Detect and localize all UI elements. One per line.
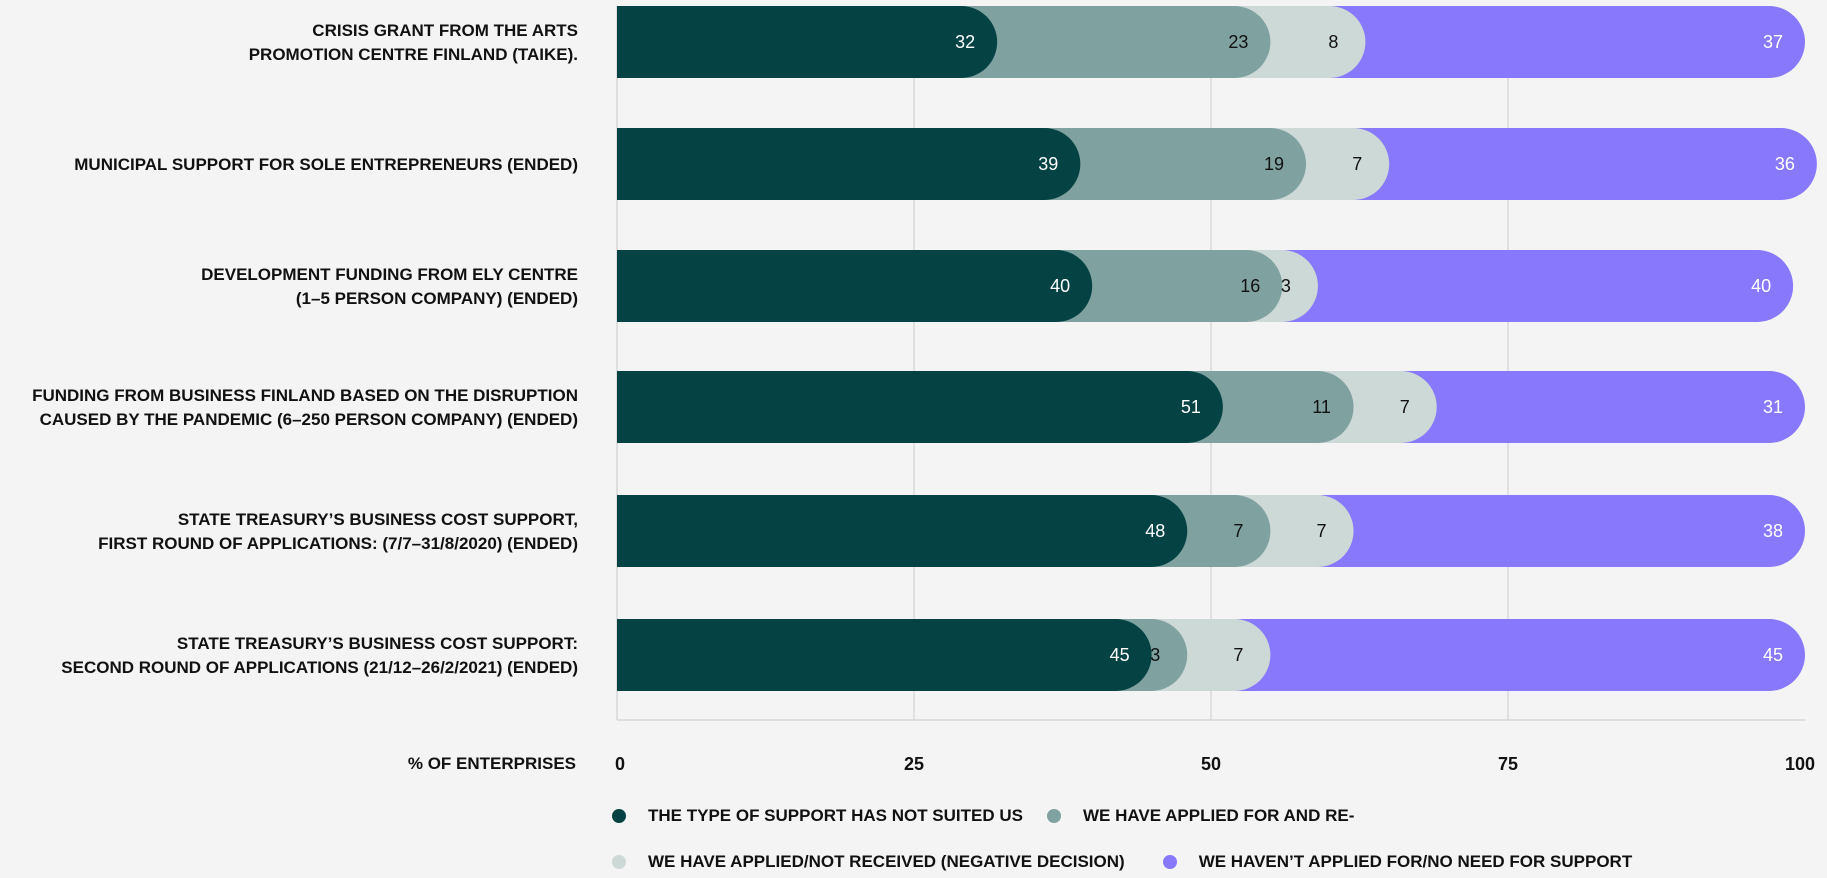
bar-segment xyxy=(617,371,1223,443)
legend-item: WE HAVE APPLIED/NOT RECEIVED (NEGATIVE D… xyxy=(612,852,1125,872)
bar-segment xyxy=(1234,619,1805,691)
data-label: 16 xyxy=(1240,276,1260,296)
data-label: 7 xyxy=(1400,397,1410,417)
data-label: 8 xyxy=(1328,32,1338,52)
data-label: 40 xyxy=(1751,276,1771,296)
legend-swatch xyxy=(1046,809,1061,823)
tick-label: 0 xyxy=(615,754,625,774)
legend-label: WE HAVE APPLIED FOR AND RE- xyxy=(1082,806,1355,825)
bar-segment xyxy=(617,619,1152,691)
legend: THE TYPE OF SUPPORT HAS NOT SUITED US WE … xyxy=(612,806,1812,872)
category-label: STATE TREASURY’S BUSINESS COST SUPPORT: S… xyxy=(61,634,578,677)
bar-segment xyxy=(1400,371,1805,443)
legend-label: WE HAVEN’T APPLIED FOR/NO NEED FOR SUPPO… xyxy=(1198,852,1633,871)
category-label: STATE TREASURY’S BUSINESS COST SUPPORT, F… xyxy=(98,510,578,553)
legend-item: WE HAVEN’T APPLIED FOR/NO NEED FOR SUPPO… xyxy=(1162,852,1633,872)
bar-segment xyxy=(1056,250,1283,322)
data-label: 45 xyxy=(1110,645,1130,665)
data-label: 39 xyxy=(1038,154,1058,174)
tick-label: 50 xyxy=(1201,754,1221,774)
legend-swatch xyxy=(612,855,626,869)
category-label: FUNDING FROM BUSINESS FINLAND BASED ON T… xyxy=(32,386,578,429)
data-label: 7 xyxy=(1352,154,1362,174)
bar-segment xyxy=(1317,495,1805,567)
legend-label: THE TYPE OF SUPPORT HAS NOT SUITED US xyxy=(648,806,1023,825)
tick-label: 75 xyxy=(1498,754,1518,774)
data-label: 3 xyxy=(1150,645,1160,665)
legend-label: WE HAVE APPLIED/NOT RECEIVED (NEGATIVE D… xyxy=(648,852,1125,871)
bar-segment xyxy=(617,495,1188,567)
data-label: 23 xyxy=(1228,32,1248,52)
bar-segment xyxy=(1186,371,1354,443)
tick-label: 25 xyxy=(904,754,924,774)
legend-swatch xyxy=(1162,855,1177,869)
data-label: 45 xyxy=(1763,645,1783,665)
data-label: 3 xyxy=(1281,276,1291,296)
tick-label: 100 xyxy=(1785,754,1815,774)
bar-group: 40 16 3 40 xyxy=(617,250,1794,322)
legend-item: WE HAVE APPLIED FOR AND RE- xyxy=(1046,806,1647,826)
data-label: 7 xyxy=(1233,521,1243,541)
bar-segment xyxy=(1329,6,1805,78)
category-label: CRISIS GRANT FROM THE ARTS PROMOTION CENT… xyxy=(249,21,578,64)
bar-group: 39 19 7 36 xyxy=(617,128,1817,200)
data-label: 51 xyxy=(1181,397,1201,417)
bar-segment xyxy=(1281,250,1794,322)
data-label: 7 xyxy=(1233,645,1243,665)
bar-group: 45 3 7 45 xyxy=(617,619,1805,691)
bar-segment xyxy=(1234,6,1366,78)
data-label: 32 xyxy=(955,32,975,52)
bar-group: 32 23 8 37 xyxy=(617,6,1805,78)
bar-group: 48 7 7 38 xyxy=(617,495,1805,567)
data-label: 38 xyxy=(1763,521,1783,541)
x-axis-title: % OF ENTERPRISES xyxy=(408,754,576,773)
category-label: DEVELOPMENT FUNDING FROM ELY CENTRE (1–5 … xyxy=(201,265,578,308)
legend-swatch xyxy=(612,809,626,823)
data-label: 36 xyxy=(1775,154,1795,174)
data-label: 11 xyxy=(1312,397,1331,417)
category-label: MUNICIPAL SUPPORT FOR SOLE ENTREPRENEURS… xyxy=(74,155,578,174)
bar-segment xyxy=(617,128,1081,200)
data-label: 31 xyxy=(1763,397,1783,417)
bar-segment xyxy=(617,6,998,78)
data-label: 40 xyxy=(1050,276,1070,296)
data-label: 7 xyxy=(1317,521,1327,541)
bar-segment xyxy=(617,250,1093,322)
bar-segment xyxy=(961,6,1271,78)
legend-item: THE TYPE OF SUPPORT HAS NOT SUITED US xyxy=(612,806,1023,826)
data-label: 48 xyxy=(1145,521,1165,541)
bar-segment xyxy=(1044,128,1307,200)
data-label: 37 xyxy=(1763,32,1783,52)
bar-segment xyxy=(1353,128,1817,200)
bar-group: 51 11 7 31 xyxy=(617,371,1805,443)
data-label: 19 xyxy=(1264,154,1284,174)
